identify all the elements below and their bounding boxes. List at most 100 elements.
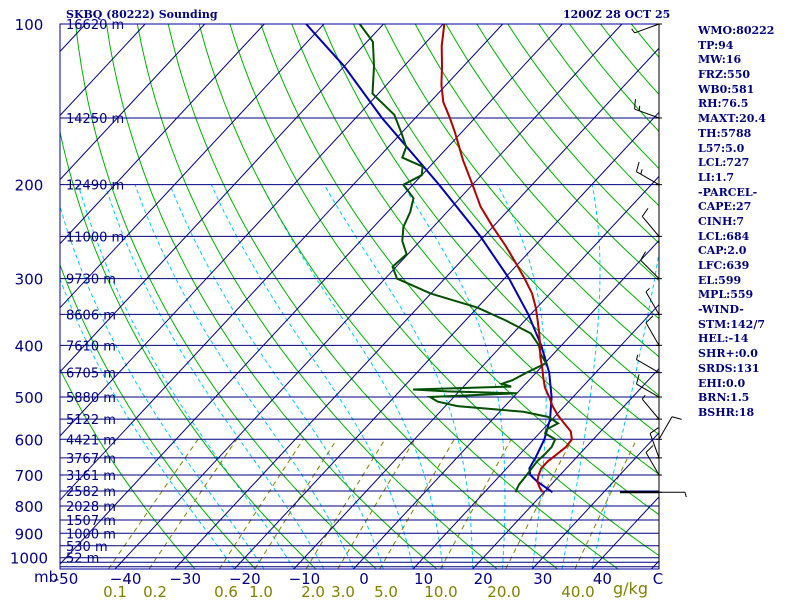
index-line: SHR+:0.0 xyxy=(698,347,758,361)
isotherm-line xyxy=(114,24,623,569)
dry-adiabat xyxy=(414,24,659,320)
isotherm-line xyxy=(233,111,659,569)
mixing-ratio-line xyxy=(440,439,512,569)
height-label: 1000 m xyxy=(66,527,116,542)
temperature-tick-label: 0 xyxy=(359,570,369,588)
index-line: BSHR:18 xyxy=(698,405,755,419)
mixing-ratio-label: 40.0 xyxy=(561,583,594,600)
wind-barb-flag xyxy=(649,427,659,434)
index-line: LCL:727 xyxy=(698,156,750,170)
moist-adiabat xyxy=(210,184,414,569)
moist-adiabat xyxy=(402,184,506,569)
mixing-ratio-label: 20.0 xyxy=(487,583,520,600)
height-label: 1507 m xyxy=(66,514,116,529)
wind-barb xyxy=(645,452,660,476)
wind-barb xyxy=(636,383,660,398)
isotherm-line xyxy=(60,24,563,565)
isotherm-line xyxy=(60,24,146,117)
dry-adiabat xyxy=(198,24,619,569)
index-line: -PARCEL- xyxy=(698,185,758,199)
wind-barb-flag xyxy=(645,445,654,453)
index-line: L57:5.0 xyxy=(698,141,745,155)
height-label: 3161 m xyxy=(66,469,116,484)
height-label: 12490 m xyxy=(66,179,124,194)
moist-adiabat xyxy=(134,184,354,569)
height-label: 530 m xyxy=(66,540,108,555)
pressure-tick-label: 800 xyxy=(15,498,44,516)
height-label: 2582 m xyxy=(66,485,116,500)
wind-barb-flag xyxy=(631,28,635,34)
mixing-ratio-label: 5.0 xyxy=(374,583,398,600)
temperature-tick-label: 30 xyxy=(533,570,552,588)
height-label: 52 m xyxy=(66,552,99,567)
moist-adiabat xyxy=(323,184,474,569)
index-line: EHI:0.0 xyxy=(698,376,746,390)
index-line: TP:94 xyxy=(698,38,734,52)
wind-barb xyxy=(636,359,660,374)
isotherm-line xyxy=(353,239,659,569)
height-label: 16620 m xyxy=(66,18,124,33)
mixing-ratio-line xyxy=(379,439,455,569)
height-label: 14250 m xyxy=(66,112,124,127)
isotherm-line xyxy=(412,303,659,569)
index-line: WMO:80222 xyxy=(698,24,775,37)
dry-adiabat xyxy=(445,24,659,282)
indices-panel: WMO:80222 TP:94 MW:16 FRZ:550 WB0:581 RH:76.5… xyxy=(698,24,800,421)
mixing-ratio-label: 3.0 xyxy=(331,583,355,600)
temperature-profile-line xyxy=(440,24,573,493)
index-line: STM:142/7 xyxy=(698,317,765,331)
pressure-tick-label: 700 xyxy=(15,467,44,485)
wind-barb xyxy=(634,108,660,119)
index-line: BRN:1.5 xyxy=(698,391,750,405)
mixing-ratio-label: 0.6 xyxy=(214,583,238,600)
isotherm-line xyxy=(293,175,659,569)
mixing-ratio-line xyxy=(218,439,304,569)
moist-adiabat xyxy=(60,277,235,569)
mixing-ratio-label: 0.2 xyxy=(143,583,167,600)
temperature-tick-label: 40 xyxy=(593,570,612,588)
index-line: WB0:581 xyxy=(698,82,755,96)
temperature-tick-label: 20 xyxy=(474,570,493,588)
wind-barb xyxy=(645,291,660,315)
wind-barb-flag xyxy=(640,251,647,261)
wind-barb xyxy=(636,171,660,186)
height-label: 4421 m xyxy=(66,433,116,448)
wind-barb xyxy=(645,322,660,346)
wind-barb xyxy=(641,398,660,420)
height-label: 9730 m xyxy=(66,273,116,288)
moist-adiabat xyxy=(60,204,265,569)
isotherm-line xyxy=(174,47,659,569)
mixing-ratio-label: 0.1 xyxy=(103,583,127,600)
pressure-tick-label: 400 xyxy=(15,337,44,355)
mixing-ratio-line xyxy=(108,439,199,569)
index-line: HEL:-14 xyxy=(698,332,749,346)
index-line: TH:5788 xyxy=(698,126,752,140)
isotherm-line xyxy=(472,367,659,569)
pressure-tick-label: 900 xyxy=(15,525,44,543)
pressure-tick-label: 500 xyxy=(15,389,44,407)
wind-barb-flag xyxy=(671,416,682,420)
wind-barb xyxy=(658,416,673,440)
wind-barb-flag xyxy=(636,374,640,385)
plot-frame xyxy=(59,23,660,570)
dry-adiabat xyxy=(106,24,438,569)
parcel-profile-line xyxy=(305,24,553,494)
height-label: 5122 m xyxy=(66,413,116,428)
station-title: SKBQ (80222) Sounding xyxy=(66,8,218,21)
moist-adiabat xyxy=(561,184,601,569)
index-line: CAP:2.0 xyxy=(698,244,747,258)
dry-adiabat xyxy=(136,24,498,569)
wind-barb-flag xyxy=(684,492,687,498)
wind-barb xyxy=(640,259,660,279)
dry-adiabat xyxy=(229,24,659,557)
isotherm-line xyxy=(60,24,206,181)
dry-adiabat xyxy=(167,24,558,569)
isotherm-line xyxy=(60,24,504,501)
mixing-ratio-line xyxy=(254,439,338,569)
wind-barb xyxy=(634,23,660,34)
mixing-ratio-label: 2.0 xyxy=(301,583,325,600)
mixing-ratio-unit: g/kg xyxy=(613,579,648,598)
pressure-tick-label: 100 xyxy=(15,16,44,34)
mixing-ratio-line xyxy=(148,439,238,569)
